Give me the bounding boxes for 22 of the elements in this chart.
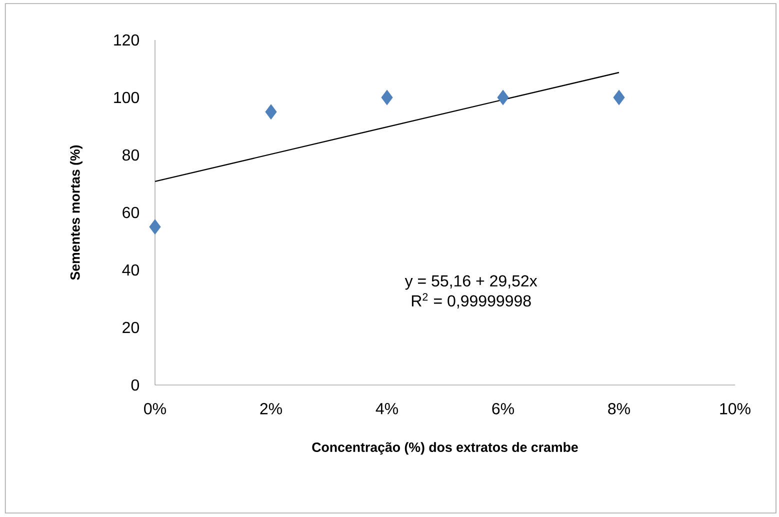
annotation: R$^{2}$ = 0,99999998 xyxy=(412,293,531,308)
y-tick-label: 20 xyxy=(122,322,140,334)
x-tick-label: 8% xyxy=(608,403,630,414)
y-tick-label: 80 xyxy=(122,149,140,161)
annotation: y = 55,16 + 29,52x xyxy=(404,275,538,290)
point xyxy=(265,104,277,120)
y-axis-title: Sementes mortas (%) xyxy=(70,145,82,280)
point xyxy=(149,219,161,234)
x-axis-title: Concentração (%) dos extratos de crambe xyxy=(312,442,578,455)
point xyxy=(613,90,625,106)
y-tick-label: 0 xyxy=(131,379,140,391)
x-tick-label: 10% xyxy=(720,403,750,414)
point xyxy=(497,90,509,106)
x-tick-label: 2% xyxy=(260,403,282,414)
x-tick-label: 0% xyxy=(144,403,166,414)
x-tick-label: 6% xyxy=(492,403,514,414)
y-tick-label: 40 xyxy=(122,264,140,276)
y-tick-label: 100 xyxy=(114,92,140,104)
y-tick-label: 120 xyxy=(114,34,140,46)
x-tick-label: 4% xyxy=(376,403,398,414)
y-tick-label: 60 xyxy=(122,206,140,218)
point xyxy=(381,90,393,106)
